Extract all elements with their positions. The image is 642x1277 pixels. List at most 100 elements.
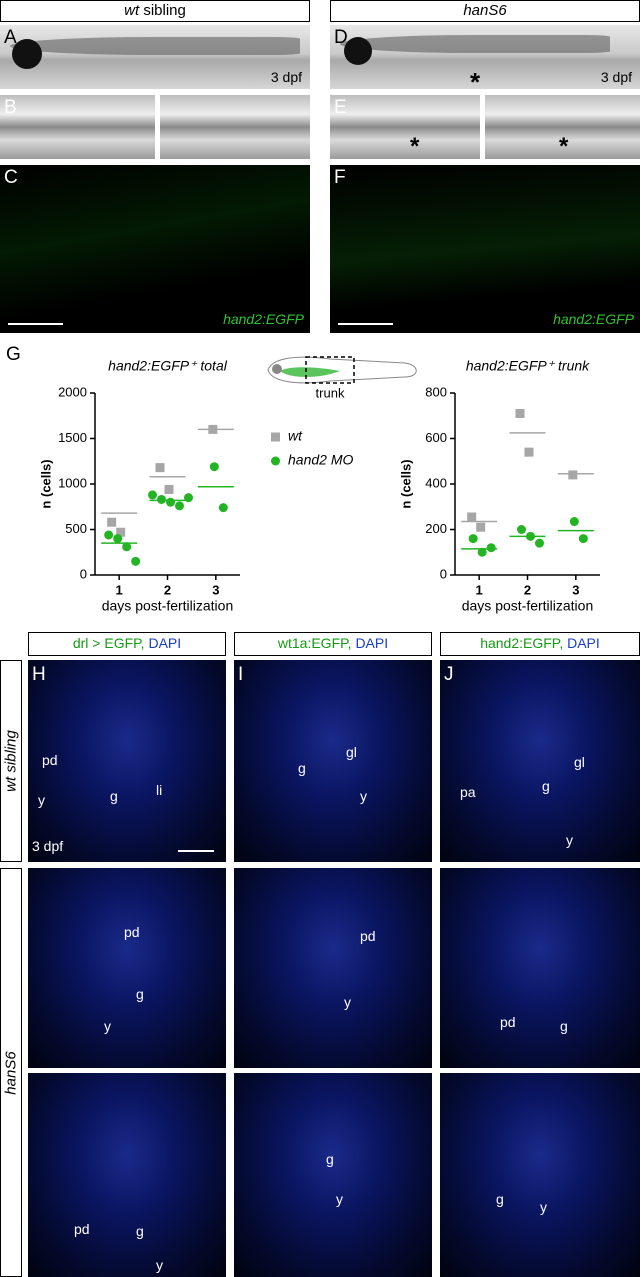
asterisk: * — [559, 133, 569, 159]
x-tick-label: 3 — [212, 582, 219, 597]
section-image: pd y — [234, 868, 432, 1068]
x-tick-label: 2 — [164, 582, 171, 597]
chart-title: hand2:EGFP⁺ total — [108, 358, 228, 374]
point — [209, 462, 219, 472]
section-image: g y — [234, 1073, 432, 1277]
panel-letter: F — [334, 167, 346, 188]
asterisk: * — [410, 133, 420, 159]
tissue-label: g — [560, 1018, 568, 1034]
image-f: F hand2:EGFP — [330, 165, 640, 333]
reporter: drl > EGFP, — [72, 635, 145, 651]
tissue-label: y — [38, 792, 45, 808]
x-tick-label: 1 — [476, 582, 483, 597]
panel-letter: G — [6, 344, 21, 365]
section-image: I gl g y — [234, 660, 432, 862]
x-axis-label: days post-fertilization — [462, 598, 594, 614]
point — [122, 542, 132, 552]
point — [116, 527, 126, 537]
legend-label: hand2 MO — [288, 452, 353, 468]
stain: DAPI — [355, 635, 389, 651]
eye — [12, 39, 42, 69]
tissue-label: y — [540, 1199, 547, 1215]
point — [467, 512, 477, 522]
header: hanS6 — [330, 0, 640, 22]
legend-marker — [271, 456, 280, 466]
y-tick-label: 2000 — [58, 384, 87, 399]
y-tick-label: 0 — [80, 566, 87, 581]
panel-letter: B — [4, 97, 17, 118]
stage-label: 3 dpf — [270, 69, 302, 85]
y-tick-label: 400 — [425, 475, 447, 490]
y-tick-label: 600 — [425, 430, 447, 445]
image-b1: B — [0, 95, 155, 159]
row-label-text: hanS6 — [2, 1050, 20, 1095]
chart-title: hand2:EGFP⁺ trunk — [466, 358, 590, 374]
point — [568, 470, 578, 480]
panel-letter: J — [444, 664, 454, 685]
legend-label: wt — [288, 428, 303, 444]
image-e2: * — [485, 95, 640, 159]
point — [164, 484, 174, 494]
larva-eye — [272, 364, 282, 374]
section-image: pd g y — [28, 868, 226, 1068]
chart-g: G trunk hand2:EGFP⁺ total 0 500 1000 1500 200… — [6, 344, 600, 614]
section-image: g y — [440, 1073, 640, 1277]
row-label: hanS6 — [0, 868, 22, 1277]
point — [157, 494, 166, 504]
larva — [340, 35, 610, 53]
tissue-label: y — [344, 994, 351, 1010]
point — [166, 497, 175, 507]
scale-bar — [178, 850, 214, 852]
image-a: A 3 dpf — [0, 25, 310, 89]
image-b2 — [160, 95, 310, 159]
y-tick-label: 0 — [440, 566, 447, 581]
image-c: C hand2:EGFP — [0, 165, 310, 333]
stain: DAPI — [567, 635, 600, 651]
point — [107, 517, 117, 527]
section-header: hand2:EGFP, DAPI — [440, 632, 640, 656]
y-tick-label: 500 — [65, 521, 87, 536]
tissue-label: gl — [574, 754, 585, 770]
header-label: sibling — [143, 2, 186, 19]
panel-letter: C — [4, 167, 18, 188]
trunk-box — [305, 356, 355, 384]
section-image: J gl pa g y — [440, 660, 640, 862]
point — [515, 408, 525, 418]
header: wt sibling — [0, 0, 310, 22]
y-tick-label: 1500 — [58, 430, 87, 445]
tissue-label: pd — [42, 752, 58, 768]
point — [477, 547, 487, 557]
stage-label: 3 dpf — [600, 69, 632, 85]
tissue-label: g — [136, 1223, 144, 1239]
y-axis-label: n (cells) — [38, 459, 53, 508]
point — [569, 517, 579, 527]
panel-letter: D — [334, 27, 348, 48]
tissue-label: pa — [460, 784, 476, 800]
tissue-label: pd — [500, 1014, 516, 1030]
eye — [344, 37, 372, 65]
point — [113, 534, 123, 544]
x-axis-label: days post-fertilization — [102, 598, 234, 614]
row-label-text: wt sibling — [2, 730, 20, 792]
panel-letter: E — [334, 97, 347, 118]
stage-label: 3 dpf — [32, 838, 64, 854]
point — [578, 534, 588, 544]
row-label: wt sibling — [0, 660, 22, 862]
asterisk: * — [470, 67, 481, 89]
section-image: pd g y — [28, 1073, 226, 1277]
image-d: D 3 dpf * — [330, 25, 640, 89]
reporter: hand2:EGFP, — [480, 635, 564, 651]
tissue-label: y — [566, 832, 573, 848]
point — [184, 493, 193, 503]
point — [535, 538, 544, 548]
point — [148, 490, 157, 500]
point — [104, 530, 114, 540]
panel-letter: H — [32, 664, 46, 685]
tissue-label: g — [298, 760, 306, 776]
y-tick-label: 800 — [425, 384, 447, 399]
point — [524, 447, 534, 457]
scale-bar — [8, 323, 63, 325]
panel-letter: I — [238, 664, 244, 685]
x-tick-label: 3 — [572, 582, 579, 597]
